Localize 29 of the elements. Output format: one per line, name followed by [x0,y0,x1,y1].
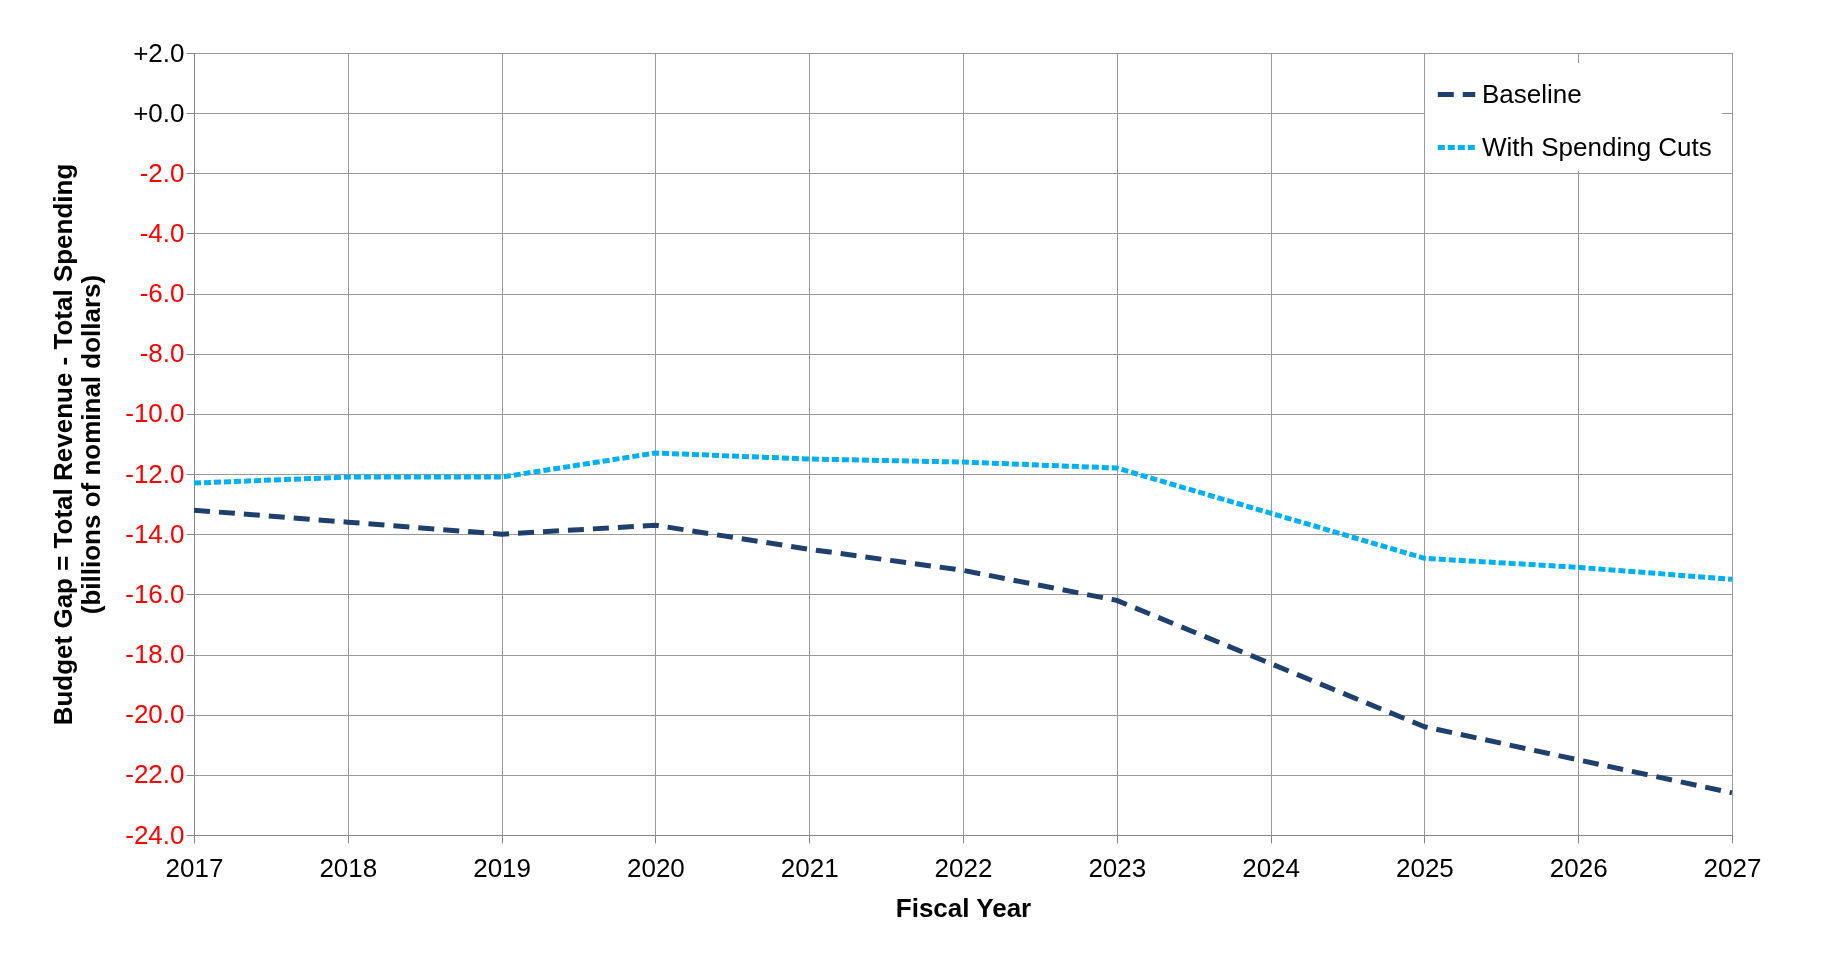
legend-label: Baseline [1482,78,1582,109]
y-tick-label: -6.0 [139,278,185,309]
x-tick-label: 2027 [1703,852,1762,883]
x-axis-title: Fiscal Year [895,892,1032,923]
x-tick-label: 2022 [934,852,993,883]
legend-label: With Spending Cuts [1482,131,1712,162]
y-tick-label: -20.0 [125,699,185,730]
y-tick-label: -18.0 [125,639,185,670]
y-axis-title: Budget Gap = Total Revenue - Total Spending (billions of nominal dollars) [48,163,107,726]
y-tick-label: -24.0 [125,819,185,850]
y-tick-label: -2.0 [139,157,185,188]
y-tick-label: -4.0 [139,217,185,248]
x-tick-label: 2021 [780,852,839,883]
x-tick-label: 2026 [1549,852,1608,883]
y-tick-label: -22.0 [125,759,185,790]
y-tick-label: -12.0 [125,458,185,489]
x-tick-label: 2019 [473,852,532,883]
y-tick-label: -10.0 [125,398,185,429]
x-tick-label: 2024 [1242,852,1301,883]
y-tick-label: -14.0 [125,518,185,549]
x-tick-label: 2018 [319,852,378,883]
x-tick-label: 2020 [626,852,685,883]
x-tick-label: 2025 [1395,852,1454,883]
y-tick-label: -8.0 [139,338,185,369]
x-tick-label: 2017 [165,852,224,883]
y-tick-label: -16.0 [125,578,185,609]
y-tick-label: +2.0 [133,37,185,68]
x-tick-label: 2023 [1088,852,1147,883]
y-tick-label: +0.0 [133,97,185,128]
